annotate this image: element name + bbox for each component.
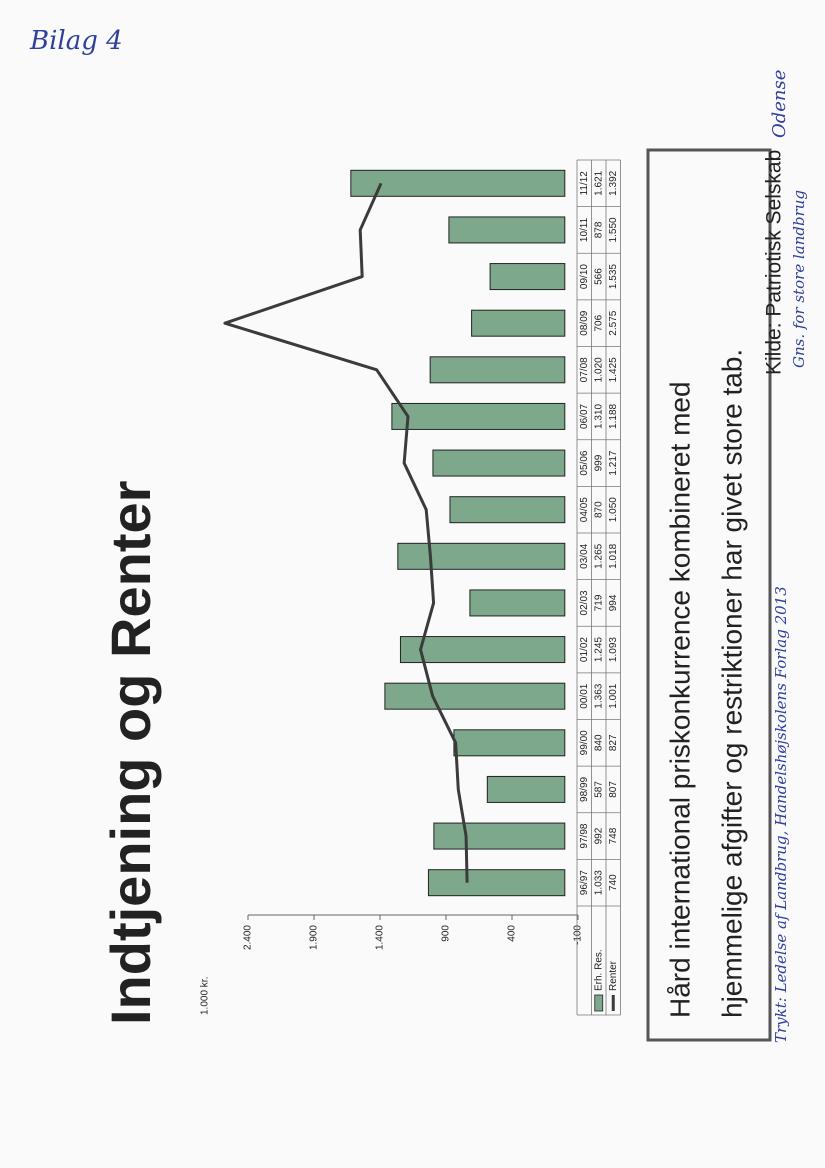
table-value: 1.033	[593, 870, 604, 895]
y-tick-label: 1.900	[309, 925, 320, 950]
bar	[469, 589, 566, 617]
note-line: Hård international priskonkurrence kombi…	[664, 381, 695, 1018]
line	[223, 182, 469, 883]
x-tick-label: 05/06	[579, 450, 590, 475]
table-value: 1.001	[608, 683, 619, 708]
table-value: 1.265	[593, 543, 604, 568]
legend-label: Renter	[608, 960, 619, 991]
bar	[453, 729, 566, 757]
table-value: 1.425	[608, 357, 619, 382]
x-tick-label: 09/10	[579, 264, 590, 289]
bar	[471, 309, 566, 337]
table-value: 999	[593, 454, 604, 471]
x-tick-label: 06/07	[579, 403, 590, 428]
table-value: 1.188	[608, 403, 619, 428]
bar	[432, 449, 566, 477]
x-tick-label: 97/98	[579, 823, 590, 848]
table-value: 566	[593, 268, 604, 285]
handwritten-note: Odense	[769, 70, 790, 138]
table-value: 1.621	[593, 170, 604, 195]
legend-label: Erh. Res.	[593, 949, 604, 991]
table-value: 2.575	[608, 310, 619, 335]
x-tick-label: 07/08	[579, 357, 590, 382]
bar	[433, 822, 566, 850]
table-value: 1.535	[608, 264, 619, 289]
bar	[397, 542, 566, 570]
handwritten-note: Trykt: Ledelse af Landbrug, Handelshøjsk…	[772, 586, 790, 1043]
rotated-sheet: Indtjening og Renter 1.000 kr. Hård inte…	[99, 70, 808, 1043]
legend-swatch	[594, 994, 604, 1012]
table-value: 719	[593, 594, 604, 611]
source: Kilde: Patriotisk Selskab	[763, 150, 786, 375]
table-value: 870	[593, 501, 604, 518]
y-tick-label: -100	[573, 925, 584, 945]
table-value: 1.363	[593, 683, 604, 708]
table-value: 748	[608, 827, 619, 844]
table-value: 1.245	[593, 637, 604, 662]
table-value: 827	[608, 734, 619, 751]
x-tick-label: 02/03	[579, 590, 590, 615]
table-value: 840	[593, 734, 604, 751]
x-tick-label: 11/12	[579, 171, 590, 196]
table-value: 1.093	[608, 637, 619, 662]
note-line: hjemmelige afgifter og restriktioner har…	[716, 349, 747, 1018]
table-value: 587	[593, 781, 604, 798]
table-value: 1.217	[608, 450, 619, 475]
y-axis-label: 1.000 kr.	[200, 977, 211, 1015]
bar	[427, 869, 566, 897]
bar	[399, 636, 566, 664]
bar	[489, 263, 566, 291]
x-tick-label: 04/05	[579, 497, 590, 522]
table-value: 706	[593, 314, 604, 331]
table-value: 1.392	[608, 170, 619, 195]
y-tick-label: 400	[507, 925, 518, 942]
x-tick-label: 00/01	[579, 683, 590, 708]
x-tick-label: 10/11	[579, 217, 590, 242]
bar	[449, 496, 566, 524]
table-value: 1.050	[608, 497, 619, 522]
chart-title: Indtjening og Renter	[99, 481, 162, 1025]
table-value: 1.018	[608, 543, 619, 568]
table-value: 992	[593, 827, 604, 844]
x-tick-label: 03/04	[579, 543, 590, 568]
table-value: 994	[608, 594, 619, 611]
table-value: 740	[608, 874, 619, 891]
table-value: 1.020	[593, 357, 604, 382]
bar	[486, 775, 566, 803]
x-tick-label: 99/00	[579, 730, 590, 755]
bar	[350, 169, 566, 197]
bar	[429, 356, 566, 384]
y-tick-label: 2.400	[243, 925, 254, 950]
table-value: 1.550	[608, 217, 619, 242]
bar	[448, 216, 566, 244]
x-tick-label: 08/09	[579, 310, 590, 335]
y-tick-label: 1.400	[375, 925, 386, 950]
x-tick-label: 96/97	[579, 870, 590, 895]
table-value: 1.310	[593, 403, 604, 428]
table-value: 878	[593, 221, 604, 238]
bar	[391, 402, 566, 430]
handwritten-note: Gns. for store landbrug	[790, 190, 808, 368]
x-tick-label: 98/99	[579, 776, 590, 801]
page-label: Bilag 4	[29, 26, 123, 56]
table-value: 807	[608, 781, 619, 798]
bar	[384, 682, 566, 710]
y-tick-label: 900	[441, 925, 452, 942]
note-box	[646, 148, 772, 1042]
x-tick-label: 01/02	[579, 637, 590, 662]
